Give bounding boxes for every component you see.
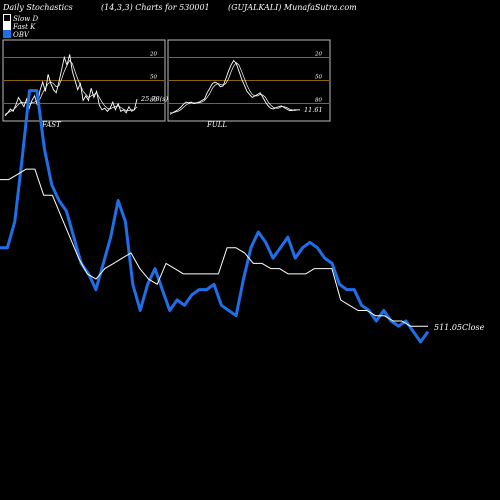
fast-panel-title: FAST	[41, 121, 62, 129]
fast-series-slow-d	[4, 59, 138, 115]
fast-tick-label-80: 20	[149, 51, 157, 57]
legend-slow-d: Slow D	[3, 14, 38, 23]
full-panel-frame	[167, 39, 331, 122]
legend-fast-k: Fast K	[3, 22, 35, 31]
legend-label-fast-k: Fast K	[13, 23, 36, 31]
full-panel-title: FULL	[206, 121, 227, 129]
full-series-full-k	[169, 59, 300, 115]
header-middle: (14,3,3) Charts for 530001	[101, 3, 210, 12]
full-series-full-d	[170, 62, 300, 114]
main-series-obv	[0, 89, 430, 344]
fast-panel-frame	[2, 39, 166, 122]
legend-swatch-obv	[3, 30, 11, 38]
header-right: (GUJALKALI) MunafaSutra.com	[228, 3, 357, 12]
legend-obv: OBV	[3, 30, 29, 39]
full-last-value-label: 11.61	[304, 106, 323, 114]
header-left: Daily Stochastics	[3, 3, 73, 12]
fast-tick-label-50: 50	[150, 75, 157, 81]
fast-tick-label-20: 80	[150, 98, 157, 104]
fast-last-value-label: 25.78(s)	[140, 95, 168, 103]
legend-swatch-slow-d	[3, 14, 11, 22]
legend-swatch-fast-k	[3, 22, 11, 30]
main-series-close	[0, 168, 428, 327]
full-tick-label-80: 20	[314, 51, 322, 57]
legend-label-obv: OBV	[13, 31, 29, 39]
legend-label-slow-d: Slow D	[13, 15, 39, 23]
main-last-value-label: 511.05Close	[434, 323, 485, 332]
full-tick-label-50: 50	[315, 75, 322, 81]
fast-series-fast-k	[4, 54, 138, 117]
full-tick-label-20: 80	[315, 98, 322, 104]
